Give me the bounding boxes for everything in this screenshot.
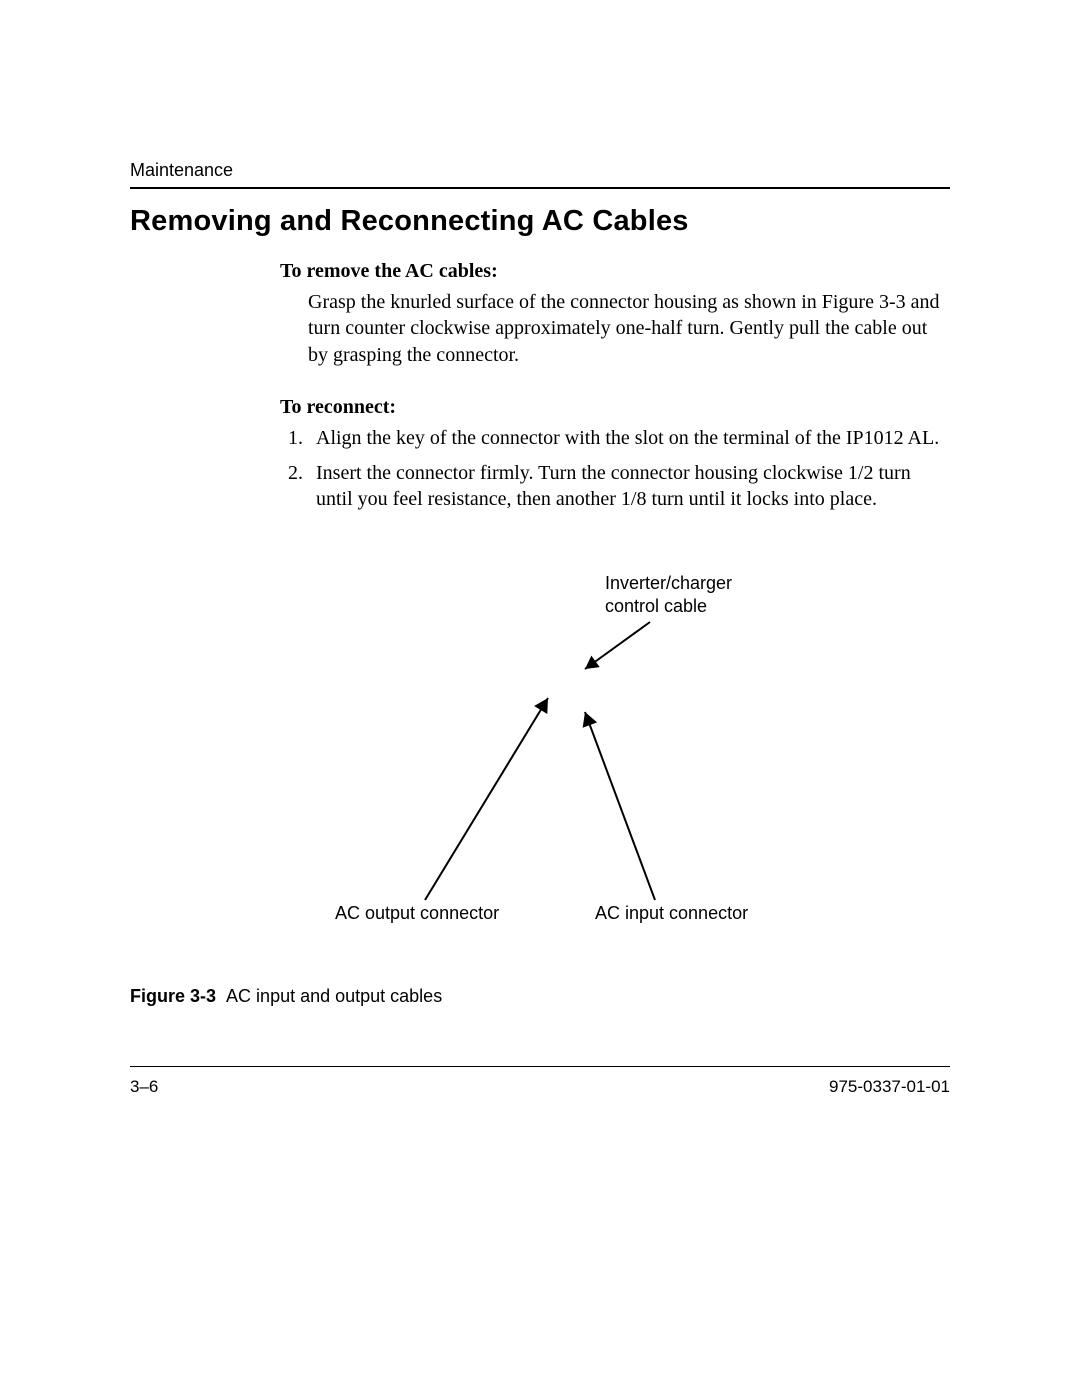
- list-item: 1. Align the key of the connector with t…: [288, 425, 950, 451]
- label-inverter-charger: Inverter/charger control cable: [605, 572, 785, 617]
- page-number: 3–6: [130, 1077, 158, 1097]
- figure-diagram: Inverter/charger control cable AC output…: [130, 552, 950, 952]
- footer-rule: [130, 1066, 950, 1067]
- list-item: 2. Insert the connector firmly. Turn the…: [288, 460, 950, 513]
- figure-caption-text: AC input and output cables: [226, 986, 442, 1006]
- doc-number: 975-0337-01-01: [829, 1077, 950, 1097]
- reconnect-list: 1. Align the key of the connector with t…: [288, 425, 950, 512]
- figure-caption: Figure 3-3 AC input and output cables: [130, 986, 950, 1007]
- reconnect-heading: To reconnect:: [280, 396, 950, 419]
- list-text: Align the key of the connector with the …: [316, 425, 950, 451]
- running-header: Maintenance: [130, 160, 950, 181]
- header-rule: [130, 187, 950, 189]
- page-footer: 3–6 975-0337-01-01: [130, 1066, 950, 1097]
- list-number: 2.: [288, 460, 316, 513]
- remove-heading: To remove the AC cables:: [280, 260, 950, 283]
- label-ac-input: AC input connector: [595, 902, 748, 925]
- document-page: Maintenance Removing and Reconnecting AC…: [0, 0, 1080, 1397]
- label-ac-output: AC output connector: [335, 902, 499, 925]
- diagram-arrows-svg: [130, 552, 950, 952]
- list-number: 1.: [288, 425, 316, 451]
- content-block: To remove the AC cables: Grasp the knurl…: [280, 260, 950, 512]
- list-text: Insert the connector firmly. Turn the co…: [316, 460, 950, 513]
- remove-paragraph: Grasp the knurled surface of the connect…: [308, 289, 950, 368]
- section-title: Removing and Reconnecting AC Cables: [130, 205, 950, 238]
- figure-label: Figure 3-3: [130, 986, 216, 1006]
